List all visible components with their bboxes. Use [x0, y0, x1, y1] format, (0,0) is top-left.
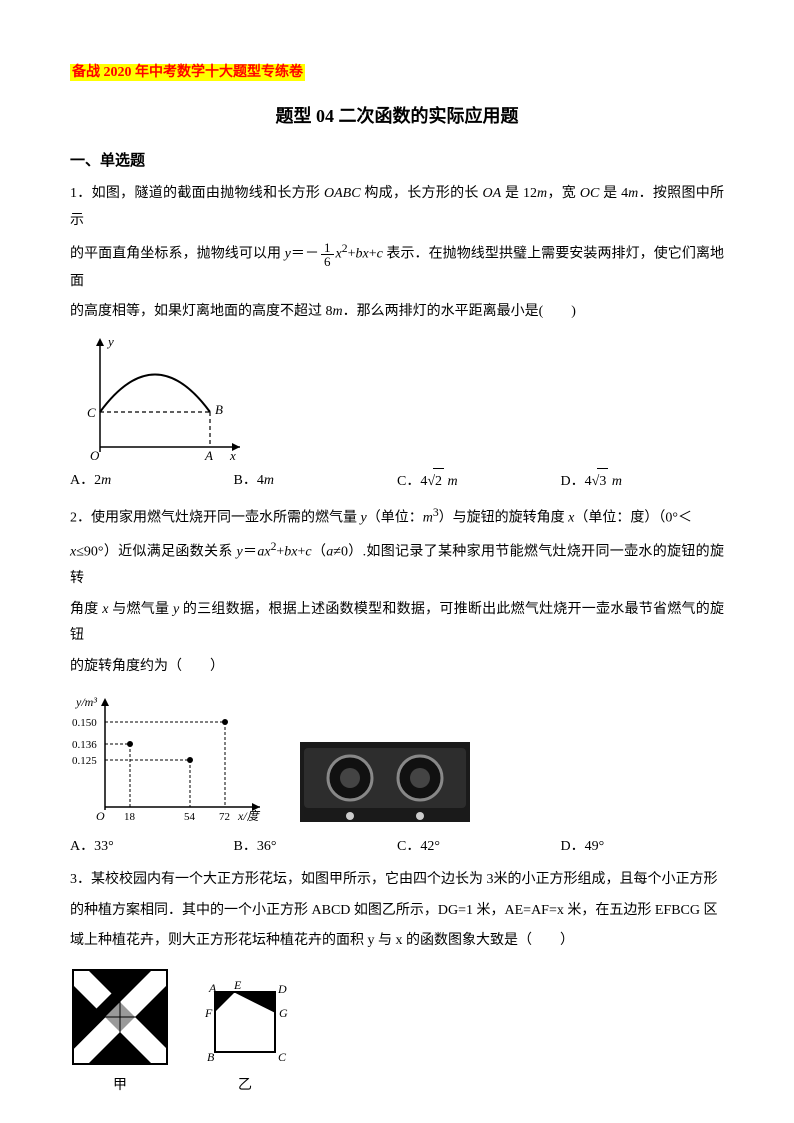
- fig-O: O: [90, 448, 100, 462]
- lblE: E: [233, 978, 242, 992]
- fig-y: y: [106, 334, 114, 349]
- q1-oabc: OABC: [324, 186, 361, 201]
- fig-B: B: [215, 402, 223, 417]
- q2-options: A．33° B．36° C．42° D．49°: [70, 834, 724, 861]
- q2-optC: C．42°: [397, 834, 561, 861]
- opt-label: C．4: [397, 474, 427, 489]
- bx: bx: [355, 247, 368, 262]
- xl: x/度: [237, 809, 261, 822]
- plus: +: [369, 247, 377, 262]
- fig-jia-wrap: 甲: [70, 961, 170, 1100]
- var: ax: [257, 544, 270, 559]
- doc-header: 备战 2020 年中考数学十大题型专练卷: [70, 60, 724, 87]
- seg: （: [312, 544, 327, 559]
- q3-l3: 域上种植花卉，则大正方形花坛种植花卉的面积 y 与 x 的函数图象大致是（ ）: [70, 928, 724, 955]
- lblD: D: [277, 982, 287, 996]
- lblG: G: [279, 1006, 288, 1020]
- yt1: 0.150: [72, 717, 97, 729]
- q1-figure: O A B C x y: [70, 332, 250, 462]
- q1-text: 1．如图，隧道的截面由抛物线和长方形 OABC 构成，长方形的长 OA 是 12…: [70, 181, 724, 234]
- q3-figures: 甲 A E D F G B C 乙: [70, 961, 724, 1100]
- q2-text4: 的旋转角度约为（ ）: [70, 654, 724, 681]
- q1-eq: ＝－: [291, 247, 319, 262]
- q1-options: A．2m B．4m C．4√2 m D．4√3 m: [70, 468, 724, 496]
- q1-seg: 的高度相等，如果灯离地面的高度不超过 8: [70, 304, 333, 319]
- fig-jia: [70, 967, 170, 1067]
- lblC: C: [278, 1050, 287, 1064]
- q2-text: 2．使用家用燃气灶烧开同一壶水所需的燃气量 y（单位：m3）与旋钮的旋转角度 x…: [70, 502, 724, 532]
- yl: y/m³: [75, 695, 97, 709]
- fig-A: A: [204, 448, 213, 462]
- O: O: [96, 809, 105, 822]
- caption-yi: 乙: [200, 1073, 290, 1100]
- opt-label: D．4: [561, 474, 592, 489]
- q1-optB: B．4m: [234, 468, 398, 496]
- header-highlight: 备战 2020 年中考数学十大题型专练卷: [70, 64, 305, 81]
- opt-label: B．4: [234, 473, 264, 488]
- caption-jia: 甲: [70, 1073, 170, 1100]
- seg: ）与旋钮的旋转角度: [439, 510, 569, 525]
- q2-optD: D．49°: [561, 834, 725, 861]
- opt-unit: m: [101, 473, 111, 488]
- q1-seg: 的平面直角坐标系，抛物线可以用: [70, 247, 285, 262]
- main-title: 题型 04 二次函数的实际应用题: [70, 99, 724, 133]
- q1-text3: 的高度相等，如果灯离地面的高度不超过 8m．那么两排灯的水平距离最小是( ): [70, 299, 724, 326]
- var: bx: [284, 544, 297, 559]
- seg: ＝: [243, 544, 258, 559]
- q1-seg: 1．如图，隧道的截面由抛物线和长方形: [70, 186, 324, 201]
- lblF: F: [204, 1006, 213, 1020]
- q1-unit: m: [333, 304, 343, 319]
- q1-seg: 是 12: [501, 186, 537, 201]
- q1-oa: OA: [482, 186, 501, 201]
- q2-chart: 0.150 0.136 0.125 18 54 72 O x/度 y/m³: [70, 692, 270, 822]
- q1-seg: ，宽: [547, 186, 580, 201]
- yt3: 0.125: [72, 755, 97, 767]
- q1-optA: A．2m: [70, 468, 234, 496]
- q1-unit: m: [628, 186, 638, 201]
- q1-seg: 是 4: [599, 186, 628, 201]
- seg: ≤90°）近似满足函数关系: [76, 544, 236, 559]
- sqrt-val: 2: [433, 468, 444, 496]
- sqrt-val: 3: [597, 468, 608, 496]
- q2-text2: x≤90°）近似满足函数关系 y＝ax2+bx+c（a≠0）.如图记录了某种家用…: [70, 536, 724, 593]
- q2-text3: 角度 x 与燃气量 y 的三组数据，根据上述函数模型和数据，可推断出此燃气灶烧开…: [70, 597, 724, 650]
- opt-label: A．2: [70, 473, 101, 488]
- q1-unit: m: [537, 186, 547, 201]
- q2-optA: A．33°: [70, 834, 234, 861]
- fraction: 16: [321, 241, 334, 268]
- q1-optD: D．4√3 m: [561, 468, 725, 496]
- q1-text2: 的平面直角坐标系，抛物线可以用 y＝－16x2+bx+c 表示．在抛物线型拱璧上…: [70, 238, 724, 295]
- numerator: 1: [321, 241, 334, 255]
- seg: 角度: [70, 602, 102, 617]
- fig-x: x: [229, 448, 236, 462]
- denominator: 6: [321, 255, 334, 268]
- seg: 2．使用家用燃气灶烧开同一壶水所需的燃气量: [70, 510, 361, 525]
- xt1: 18: [124, 811, 136, 822]
- q2-optB: B．36°: [234, 834, 398, 861]
- opt-unit: m: [612, 474, 622, 489]
- q3-l1: 3．某校校园内有一个大正方形花坛，如图甲所示，它由四个边长为 3米的小正方形组成…: [70, 867, 724, 894]
- q1-seg: 构成，长方形的长: [361, 186, 483, 201]
- q2-figures: 0.150 0.136 0.125 18 54 72 O x/度 y/m³: [70, 686, 724, 828]
- seg: （单位：度）（0°＜: [574, 510, 692, 525]
- opt-unit: m: [448, 474, 458, 489]
- opt-unit: m: [264, 473, 274, 488]
- q1-oc: OC: [580, 186, 599, 201]
- xt2: 54: [184, 811, 196, 822]
- fig-C: C: [87, 405, 96, 420]
- seg: 与燃气量: [108, 602, 172, 617]
- lblB: B: [207, 1050, 215, 1064]
- q1-optC: C．4√2 m: [397, 468, 561, 496]
- xt3: 72: [219, 811, 230, 822]
- yt2: 0.136: [72, 739, 97, 751]
- stove-photo: [300, 742, 470, 822]
- seg: （单位：: [367, 510, 423, 525]
- section-heading: 一、单选题: [70, 147, 724, 176]
- fig-yi-wrap: A E D F G B C 乙: [200, 971, 290, 1100]
- q1-seg: ．那么两排灯的水平距离最小是( ): [343, 304, 576, 319]
- var: m: [423, 510, 433, 525]
- lblA: A: [208, 981, 217, 995]
- fig-yi: A E D F G B C: [200, 977, 290, 1067]
- q3-l2: 的种植方案相同．其中的一个小正方形 ABCD 如图乙所示，DG=1 米，AE=A…: [70, 898, 724, 925]
